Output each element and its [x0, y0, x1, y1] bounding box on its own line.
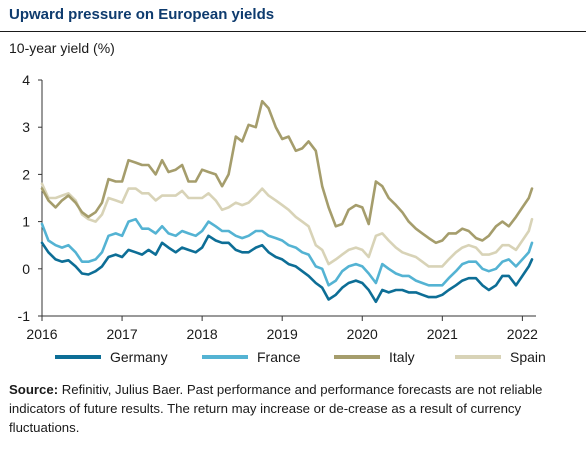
legend-item-france: France	[202, 345, 301, 369]
y-tick-label: -1	[18, 308, 31, 324]
line-chart: 4 3 2 1 0 -1 2016 2017 2018 2019 2020 2021 2022	[18, 72, 539, 342]
series-line-italy	[40, 99, 534, 245]
x-tick-label: 2022	[507, 326, 538, 342]
chart-title: Upward pressure on European yields	[9, 6, 275, 23]
legend-swatch-germany	[55, 355, 101, 359]
title-divider	[0, 31, 586, 32]
x-tick-label: 2017	[106, 326, 137, 342]
x-tick-label: 2018	[187, 326, 218, 342]
source-note: Source: Refinitiv, Julius Baer. Past per…	[9, 380, 579, 437]
x-tick-label: 2016	[26, 326, 57, 342]
chart-legend: Germany France Italy Spain	[0, 345, 586, 369]
series-line-spain	[40, 182, 534, 268]
y-tick-label: 1	[22, 214, 30, 230]
legend-item-spain: Spain	[455, 345, 546, 369]
x-tick-label: 2019	[267, 326, 298, 342]
y-axis-label: 10-year yield (%)	[9, 40, 115, 56]
legend-label-france: France	[257, 349, 301, 365]
legend-swatch-spain	[455, 355, 501, 359]
x-tick-label: 2021	[427, 326, 458, 342]
series-line-france	[40, 217, 534, 287]
source-text: Refinitiv, Julius Baer. Past performance…	[9, 382, 543, 435]
series-line-germany	[40, 234, 534, 304]
legend-swatch-italy	[334, 355, 380, 359]
legend-item-italy: Italy	[334, 345, 415, 369]
legend-label-germany: Germany	[110, 349, 168, 365]
y-tick-label: 2	[22, 166, 30, 182]
x-tick-label: 2020	[347, 326, 378, 342]
legend-item-germany: Germany	[55, 345, 168, 369]
legend-label-italy: Italy	[389, 349, 415, 365]
legend-label-spain: Spain	[510, 349, 546, 365]
legend-swatch-france	[202, 355, 248, 359]
y-tick-label: 4	[22, 72, 30, 88]
y-tick-label: 3	[22, 119, 30, 135]
y-tick-label: 0	[22, 261, 30, 277]
source-label: Source:	[9, 382, 59, 397]
